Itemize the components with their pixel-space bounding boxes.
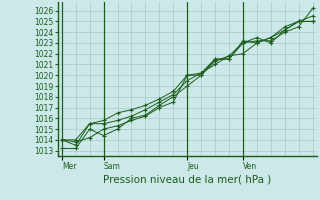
X-axis label: Pression niveau de la mer( hPa ): Pression niveau de la mer( hPa ) (103, 175, 271, 185)
